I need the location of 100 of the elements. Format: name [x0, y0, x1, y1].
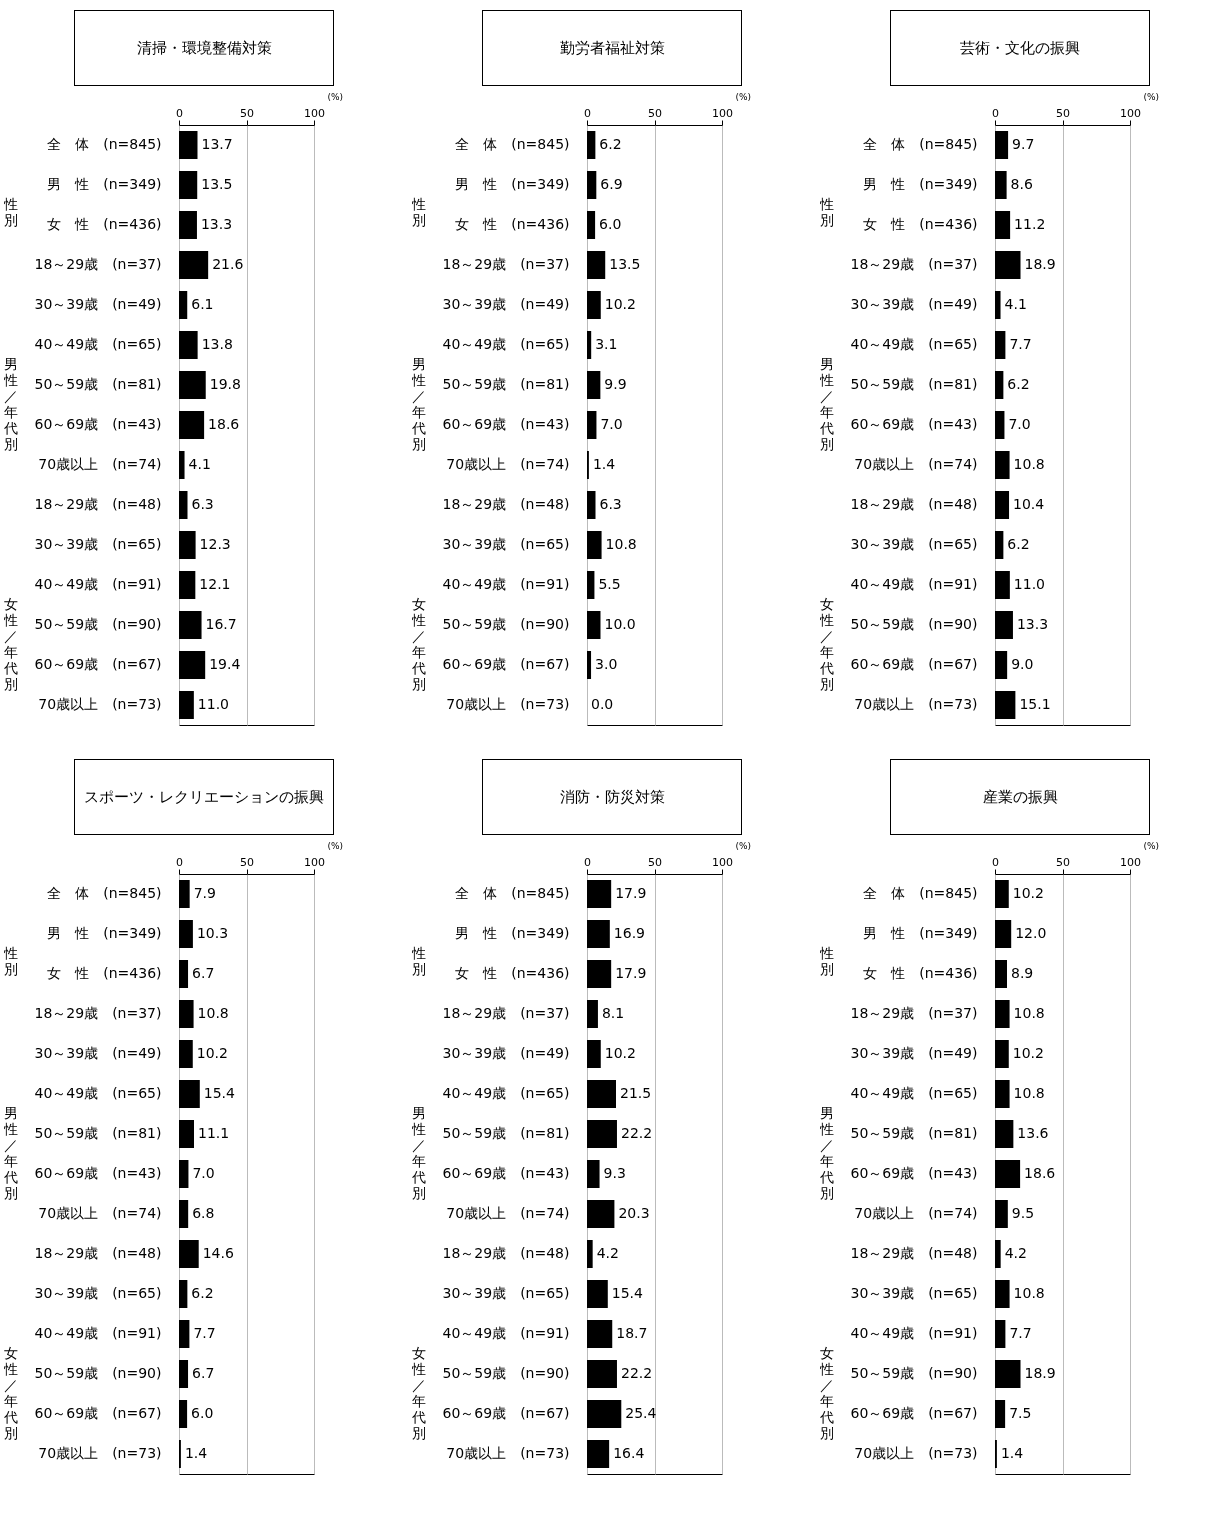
x-tick-label: 100	[1120, 106, 1141, 120]
y-tick-label: 全 体 (n=845)	[455, 885, 570, 901]
bar	[995, 291, 1001, 319]
bar	[587, 880, 612, 908]
bar	[587, 1280, 608, 1308]
y-tick-label: 70歳以上 (n=74)	[38, 1205, 162, 1221]
y-tick-label: 30～39歳 (n=65)	[34, 536, 162, 552]
bar	[995, 611, 1013, 639]
y-tick-label: 50～59歳 (n=81)	[850, 376, 978, 392]
data-label: 9.9	[604, 376, 627, 392]
bar	[179, 371, 206, 399]
bar	[587, 171, 597, 199]
data-label: 7.7	[1009, 1325, 1032, 1341]
y-tick-label: 女 性 (n=436)	[863, 965, 978, 981]
x-tick-label: 100	[712, 106, 733, 120]
bar	[587, 960, 612, 988]
x-axis-title: (%)	[1143, 91, 1160, 102]
data-label: 10.2	[604, 1045, 636, 1061]
y-tick-label: 70歳以上 (n=73)	[854, 696, 978, 712]
y-tick-label: 男 性 (n=349)	[863, 925, 978, 941]
data-label: 11.0	[1013, 576, 1046, 592]
y-tick-label: 男 性 (n=349)	[455, 925, 570, 941]
data-label: 19.4	[209, 656, 241, 672]
bar	[179, 411, 205, 439]
data-label: 6.3	[191, 496, 214, 512]
data-label: 7.5	[1009, 1405, 1032, 1421]
data-label: 10.2	[1012, 885, 1044, 901]
bar	[587, 651, 592, 679]
data-label: 13.7	[201, 136, 233, 152]
bar	[587, 251, 606, 279]
data-label: 13.3	[200, 216, 233, 232]
y-tick-label: 40～49歳 (n=65)	[850, 1085, 978, 1101]
y-tick-label: 18～29歳 (n=37)	[34, 256, 162, 272]
bar	[995, 531, 1004, 559]
bar	[587, 1160, 600, 1188]
bar	[179, 1280, 188, 1308]
y-tick-label: 男 性 (n=349)	[455, 176, 570, 192]
data-label: 10.8	[1013, 1085, 1045, 1101]
bar	[587, 1200, 615, 1228]
bar	[587, 531, 602, 559]
bar	[995, 451, 1010, 479]
x-axis-title: (%)	[735, 91, 752, 102]
y-tick-label: 60～69歳 (n=43)	[850, 1165, 978, 1181]
x-tick-label: 0	[584, 855, 591, 869]
y-tick-label: 50～59歳 (n=90)	[34, 1365, 162, 1381]
y-tick-label: 女 性 (n=436)	[47, 216, 162, 232]
x-tick-label: 0	[992, 106, 999, 120]
bar	[995, 1000, 1010, 1028]
bar	[587, 1080, 617, 1108]
data-label: 13.5	[609, 256, 641, 272]
data-label: 18.6	[208, 416, 240, 432]
y-tick-label: 40～49歳 (n=65)	[442, 1085, 570, 1101]
y-tick-label: 30～39歳 (n=65)	[442, 1285, 570, 1301]
y-tick-label: 男 性 (n=349)	[47, 925, 162, 941]
y-tick-label: 18～29歳 (n=48)	[850, 496, 978, 512]
bar	[995, 571, 1010, 599]
y-tick-label: 18～29歳 (n=48)	[442, 496, 570, 512]
bar	[179, 880, 190, 908]
y-tick-label: 70歳以上 (n=74)	[38, 456, 162, 472]
bar	[995, 131, 1009, 159]
data-label: 0.0	[591, 696, 614, 712]
chart-title: 消防・防災対策	[482, 759, 742, 835]
data-label: 6.7	[192, 1365, 215, 1381]
data-label: 6.8	[192, 1205, 215, 1221]
y-tick-label: 40～49歳 (n=65)	[442, 336, 570, 352]
data-label: 6.0	[599, 216, 622, 232]
x-tick-label: 0	[992, 855, 999, 869]
y-tick-label: 70歳以上 (n=73)	[38, 1445, 162, 1461]
bar	[179, 451, 185, 479]
y-tick-label: 30～39歳 (n=49)	[442, 296, 570, 312]
data-label: 10.4	[1013, 496, 1045, 512]
bar	[995, 1200, 1008, 1228]
data-label: 12.1	[199, 576, 231, 592]
y-tick-label: 60～69歳 (n=43)	[442, 416, 570, 432]
x-tick-label: 100	[712, 855, 733, 869]
data-label: 16.9	[613, 925, 645, 941]
bar	[995, 251, 1021, 279]
bar	[995, 1240, 1001, 1268]
text: 女性／年代別	[819, 1345, 834, 1441]
y-tick-label: 40～49歳 (n=91)	[442, 1325, 570, 1341]
y-tick-label: 70歳以上 (n=73)	[446, 696, 570, 712]
data-label: 15.4	[203, 1085, 236, 1101]
data-label: 4.2	[596, 1245, 619, 1261]
y-tick-label: 30～39歳 (n=49)	[442, 1045, 570, 1061]
text: 性別	[3, 945, 18, 977]
y-tick-label: 70歳以上 (n=74)	[854, 1205, 978, 1221]
data-label: 11.2	[1014, 216, 1046, 232]
text: 男性／年代別	[819, 356, 834, 452]
bar	[179, 531, 196, 559]
bar	[179, 331, 198, 359]
data-label: 7.7	[193, 1325, 216, 1341]
bar	[179, 491, 188, 519]
data-label: 15.4	[611, 1285, 644, 1301]
y-tick-label: 60～69歳 (n=67)	[850, 1405, 978, 1421]
data-label: 8.1	[601, 1005, 625, 1021]
y-tick-label: 18～29歳 (n=48)	[34, 1245, 162, 1261]
chart-title: 清掃・環境整備対策	[74, 10, 334, 86]
y-tick-label: 18～29歳 (n=37)	[850, 256, 978, 272]
y-tick-label: 18～29歳 (n=37)	[442, 1005, 570, 1021]
y-tick-label: 30～39歳 (n=65)	[850, 1285, 978, 1301]
